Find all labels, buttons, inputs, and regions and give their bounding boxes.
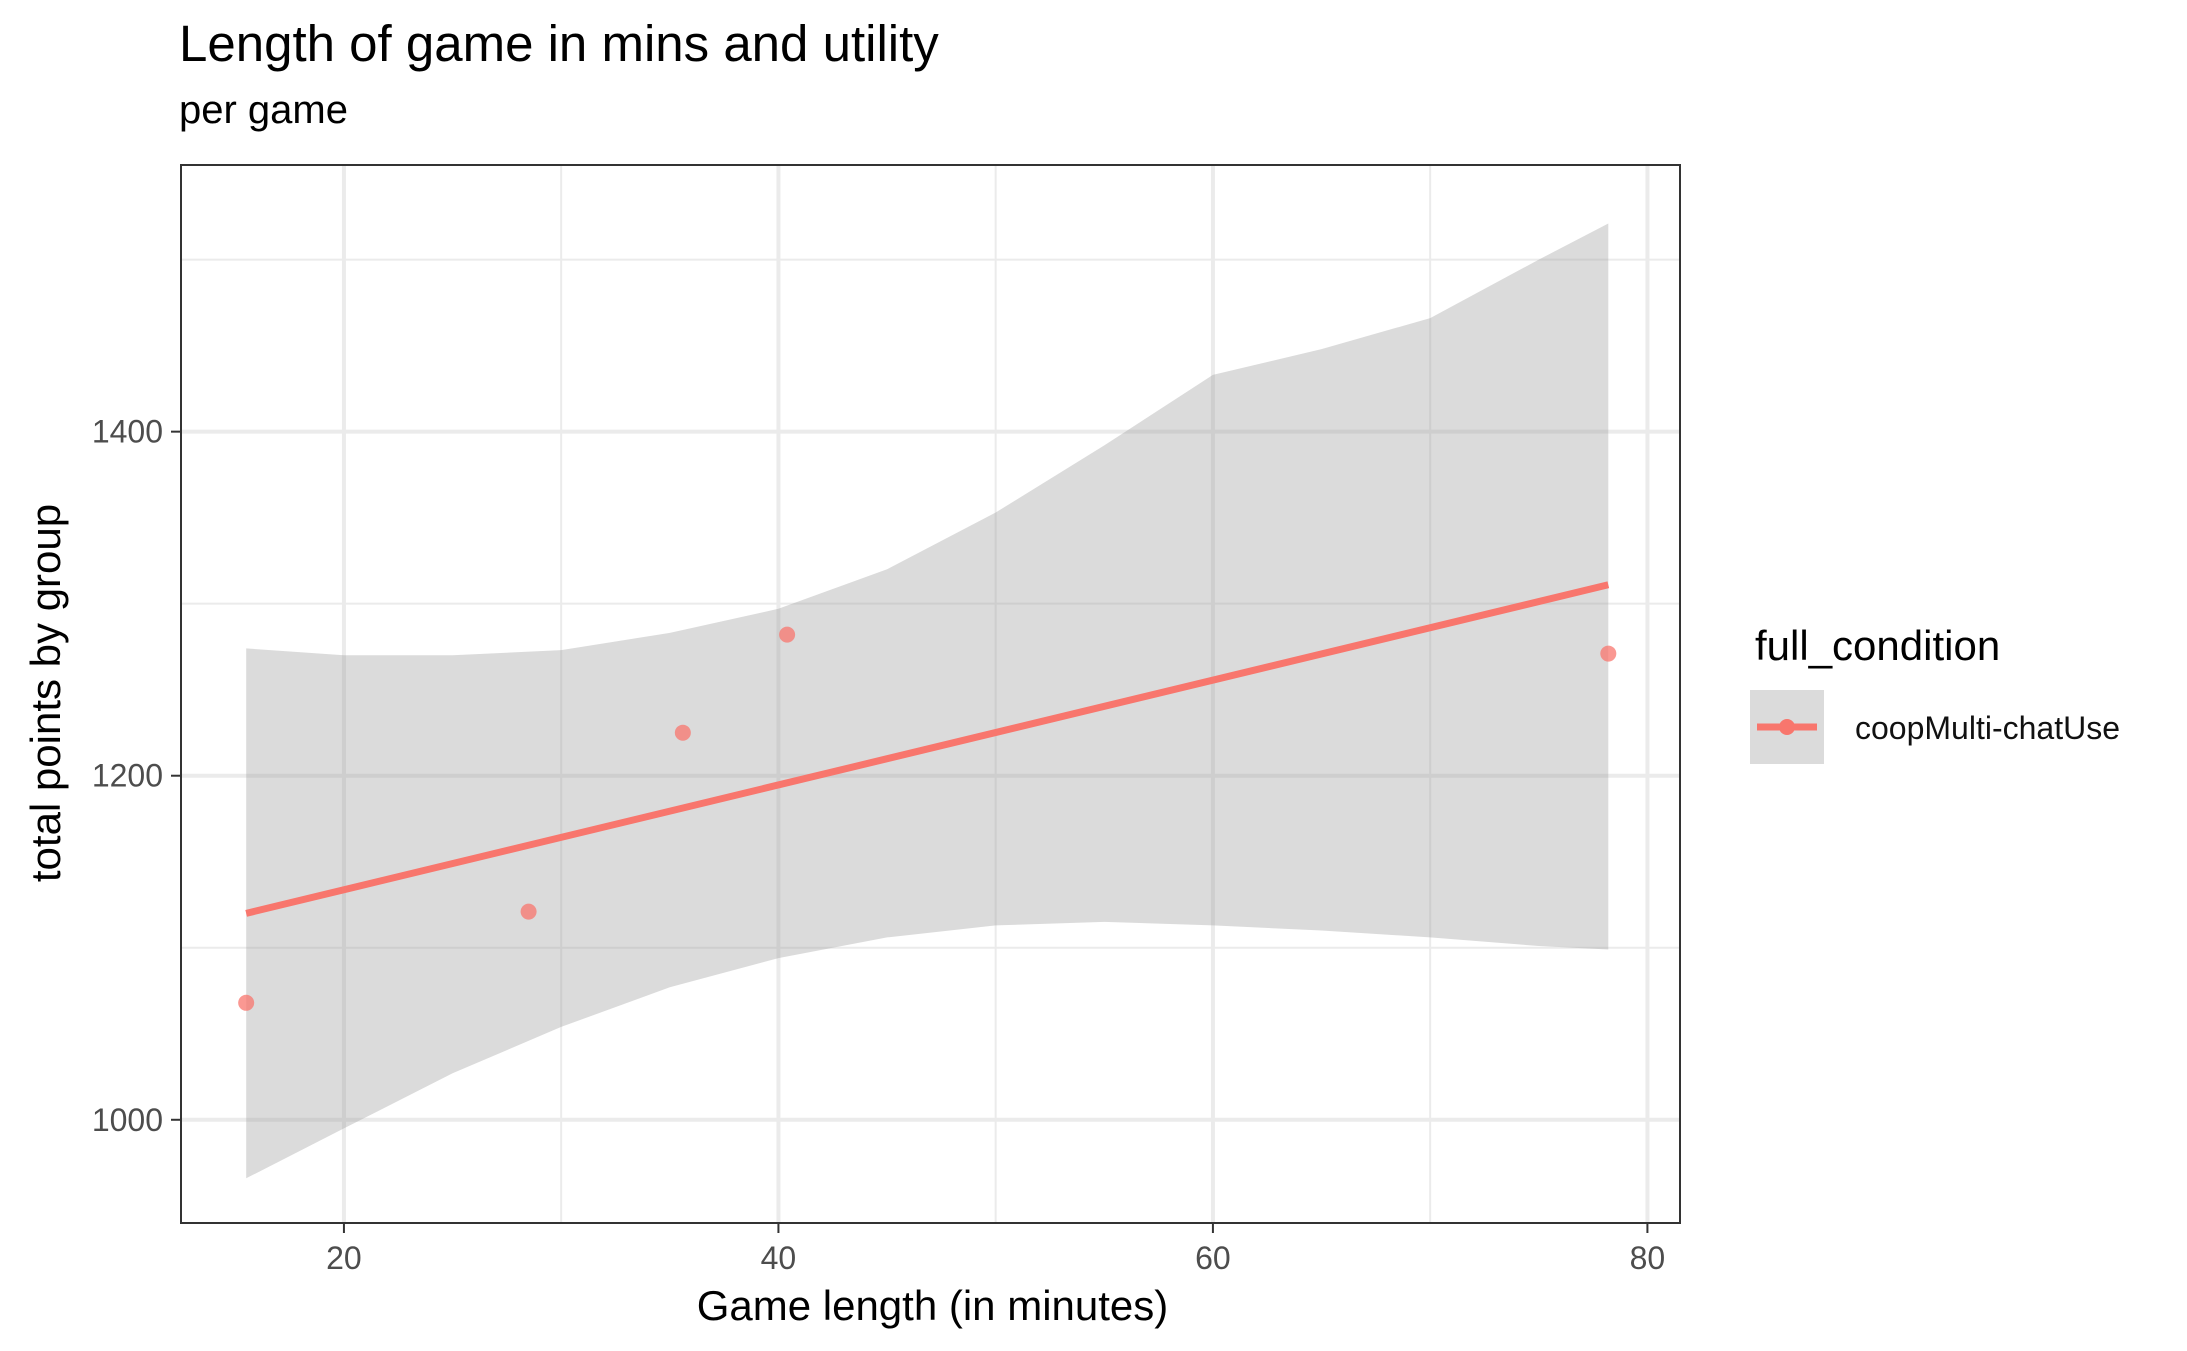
x-tick-label: 80 (1630, 1240, 1666, 1276)
fit-line (245, 581, 1610, 917)
y-tick-label: 1200 (92, 758, 163, 794)
fit-line-layer (245, 581, 1610, 917)
data-point (1600, 645, 1617, 662)
confidence-band-layer (246, 223, 1609, 1179)
confidence-band (246, 223, 1609, 1179)
y-tick-label: 1400 (92, 414, 163, 450)
data-point (520, 903, 537, 920)
data-point (779, 626, 796, 643)
points-layer (238, 626, 1617, 1011)
x-axis-label: Game length (in minutes) (696, 1282, 1169, 1329)
y-axis-label: total points by group (22, 503, 69, 883)
legend-key (1750, 690, 1824, 764)
chart-subtitle: per game (179, 88, 348, 132)
legend-key-point (1779, 719, 1795, 735)
data-point (674, 724, 691, 741)
axes: 20 40 60 80 1000 1200 1400 (92, 164, 1681, 1276)
panel-border (180, 164, 1681, 1224)
y-tick-label: 1000 (92, 1102, 163, 1138)
legend-entry-label: coopMulti-chatUse (1855, 710, 2120, 746)
grid (181, 165, 1680, 1223)
x-tick-label: 40 (761, 1240, 797, 1276)
x-tick-label: 20 (326, 1240, 362, 1276)
data-point (238, 994, 255, 1011)
legend-title: full_condition (1755, 622, 2001, 669)
x-tick-label: 60 (1195, 1240, 1231, 1276)
chart-title: Length of game in mins and utility (179, 15, 939, 72)
